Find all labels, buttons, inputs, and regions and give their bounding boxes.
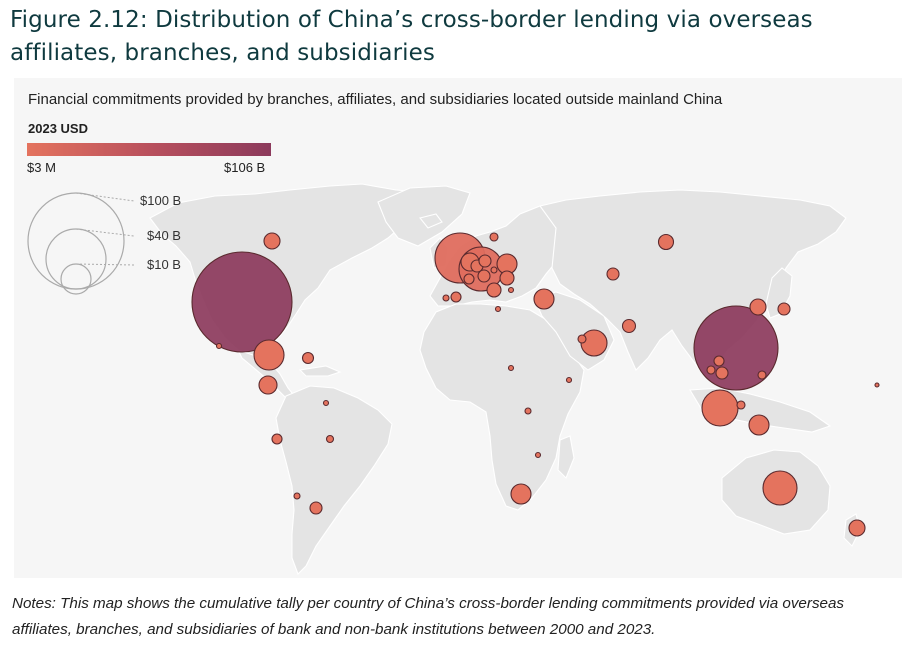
size-legend-label-40b: $40 B [147, 228, 181, 243]
bubble-malta [494, 305, 502, 313]
bubble-guyana [322, 399, 330, 407]
bubble-hungary [499, 270, 515, 286]
bubble-pakistan [621, 318, 637, 334]
landmass-caribbean [298, 365, 342, 377]
landmass-africa [419, 303, 585, 511]
bubble-djibouti [565, 376, 573, 384]
bubble-austria [490, 266, 498, 274]
bubble-qatar [577, 334, 587, 344]
size-legend-label-100b: $100 B [140, 193, 182, 208]
bubble-philippines [757, 370, 767, 380]
legend-title: 2023 USD [28, 121, 88, 136]
bubble-japan [777, 302, 791, 316]
landmass-iceland [419, 213, 443, 229]
landmass-madagascar [557, 435, 575, 479]
bubble-mexico [253, 339, 285, 371]
legend-min-label: $3 M [27, 160, 56, 175]
bubble-layer [191, 232, 880, 537]
bubble-vietnam [715, 366, 729, 380]
bubble-south-africa [510, 483, 532, 505]
size-legend-circle-40b [45, 228, 107, 290]
size-legend-leader-100b [75, 192, 135, 202]
bubble-indonesia [748, 414, 770, 436]
bubble-argentina [309, 501, 323, 515]
bubble-baja [215, 342, 223, 350]
size-legend-leader-10b [75, 263, 135, 266]
bubble-spain [450, 291, 462, 303]
figure-notes: Notes: This map shows the cumulative tal… [12, 595, 845, 638]
bubble-singapore [701, 389, 739, 427]
bubble-chile [293, 492, 301, 500]
bubble-sweden [489, 232, 499, 242]
size-legend-circle-100b [27, 192, 125, 290]
bubble-zambia [534, 451, 542, 459]
bubble-denmark [478, 254, 492, 268]
size-legend [27, 192, 135, 295]
bubble-uae [580, 329, 608, 357]
legend-max-label: $106 B [224, 160, 266, 175]
bubble-korea [749, 298, 767, 316]
bubble-kazakhstan [606, 267, 620, 281]
size-legend-label-10b: $10 B [147, 257, 181, 272]
bubble-kenya [524, 407, 532, 415]
bubble-serbia [507, 286, 515, 294]
bubble-canada [263, 232, 281, 250]
bubble-peru [271, 433, 283, 445]
bubble-australia [762, 470, 798, 506]
bubble-nigeria [507, 364, 515, 372]
size-legend-leader-40b [75, 228, 135, 237]
bubble-new-zealand [848, 519, 866, 537]
bubble-portugal [442, 294, 450, 302]
bubble-brazil [325, 434, 335, 444]
bubble-central-america [258, 375, 278, 395]
landmass-greenland [377, 185, 471, 247]
bubble-laos [706, 365, 716, 375]
bubble-france [463, 273, 475, 285]
map-subtitle: Financial commitments provided by branch… [28, 91, 723, 108]
bubble-switzerland [477, 269, 491, 283]
bubble-macau [713, 355, 725, 367]
bubble-russia [657, 233, 675, 251]
bubble-turkey [533, 288, 555, 310]
bubble-caribbean [301, 351, 315, 365]
bubble-pacific-island [874, 382, 880, 388]
figure-title: Figure 2.12: Distribution of China’s cro… [10, 7, 813, 66]
bubble-malaysia [736, 400, 746, 410]
bubble-italy [486, 282, 502, 298]
landmass-south-america [275, 385, 393, 575]
bubble-united-states [191, 251, 293, 353]
legend-color-scale [27, 143, 271, 156]
